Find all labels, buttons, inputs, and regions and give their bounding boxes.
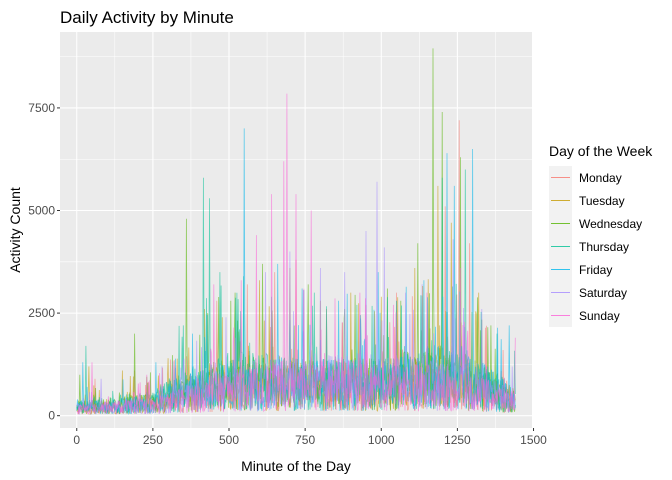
legend-items: Monday Tuesday Wednesday Thursday Friday Satu… xyxy=(549,166,642,327)
y-axis-title: Activity Count xyxy=(7,187,23,273)
y-axis: 0 2500 5000 7500 xyxy=(28,101,60,423)
x-tick-label: 750 xyxy=(295,433,315,447)
series-layer xyxy=(76,48,516,416)
x-tick-label: 1250 xyxy=(444,433,471,447)
x-tick-label: 500 xyxy=(219,433,239,447)
x-axis: 0 250 500 750 1000 1250 1500 xyxy=(73,428,547,447)
legend-label-sunday: Sunday xyxy=(579,309,620,323)
y-tick-label: 7500 xyxy=(28,101,55,115)
chart-title: Daily Activity by Minute xyxy=(60,8,234,27)
y-tick-label: 2500 xyxy=(28,306,55,320)
x-tick-label: 1000 xyxy=(368,433,395,447)
series-line-friday xyxy=(76,128,516,415)
legend-label-friday: Friday xyxy=(579,263,612,277)
x-tick-label: 1500 xyxy=(520,433,547,447)
legend-label-tuesday: Tuesday xyxy=(579,194,625,208)
y-tick-label: 5000 xyxy=(28,204,55,218)
legend-title: Day of the Week xyxy=(549,143,653,159)
legend-label-wednesday: Wednesday xyxy=(579,217,642,231)
legend-label-thursday: Thursday xyxy=(579,240,629,254)
legend-label-monday: Monday xyxy=(579,171,622,185)
legend-label-saturday: Saturday xyxy=(579,286,627,300)
series-line-sunday xyxy=(76,93,516,415)
legend: Day of the Week Monday Tuesday Wednesday Th… xyxy=(549,143,653,327)
x-tick-label: 0 xyxy=(73,433,80,447)
x-axis-title: Minute of the Day xyxy=(241,458,351,474)
x-tick-label: 250 xyxy=(143,433,163,447)
y-tick-label: 0 xyxy=(48,409,55,423)
